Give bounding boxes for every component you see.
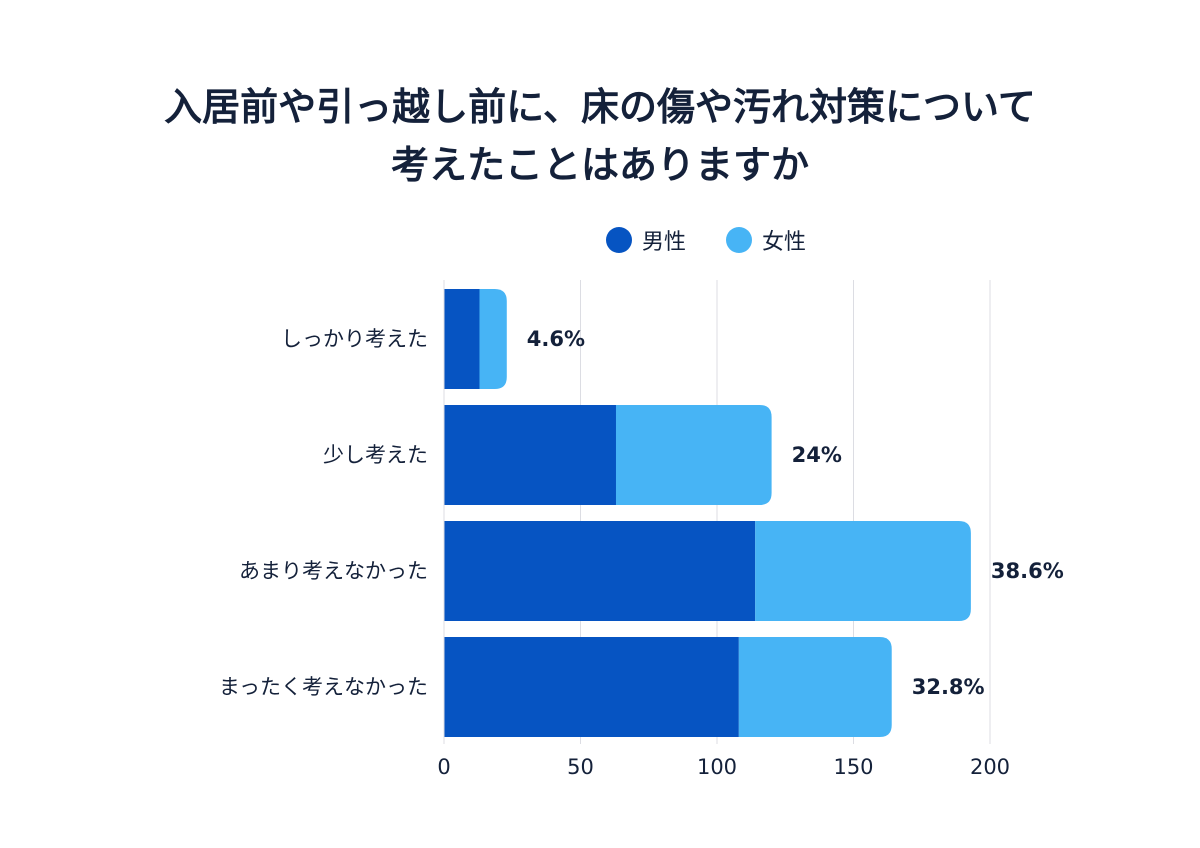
x-tick-label-50: 50 bbox=[567, 755, 594, 779]
x-tick-label-150: 150 bbox=[833, 755, 873, 779]
x-tick-label-100: 100 bbox=[697, 755, 737, 779]
bar-female-0 bbox=[479, 289, 507, 389]
data-label-3: 32.8% bbox=[912, 675, 985, 699]
chart-title-line1: 入居前や引っ越し前に、床の傷や汚れ対策について bbox=[164, 85, 1036, 129]
chart-title: 入居前や引っ越し前に、床の傷や汚れ対策について 考えたことはありますか bbox=[0, 78, 1200, 194]
legend-swatch-male bbox=[606, 227, 632, 253]
bar-female-2 bbox=[755, 521, 971, 621]
category-label-1: 少し考えた bbox=[323, 443, 428, 467]
data-label-2: 38.6% bbox=[991, 559, 1064, 583]
bar-male-2 bbox=[444, 521, 756, 621]
legend: 男性 女性 bbox=[606, 224, 806, 256]
bar-male-1 bbox=[444, 405, 616, 505]
category-label-2: あまり考えなかった bbox=[239, 559, 428, 583]
bar-male-0 bbox=[444, 289, 480, 389]
category-label-0: しっかり考えた bbox=[281, 327, 428, 351]
x-tick-label-200: 200 bbox=[970, 755, 1010, 779]
bar-female-1 bbox=[615, 405, 772, 505]
legend-label-female: 女性 bbox=[762, 230, 807, 255]
data-label-1: 24% bbox=[792, 443, 842, 467]
bar-female-3 bbox=[738, 637, 892, 737]
chart-title-line2: 考えたことはありますか bbox=[390, 143, 809, 187]
legend-label-male: 男性 bbox=[642, 230, 687, 255]
data-label-0: 4.6% bbox=[527, 327, 585, 351]
legend-item-female: 女性 bbox=[726, 224, 806, 256]
legend-item-male: 男性 bbox=[606, 224, 686, 256]
legend-swatch-female bbox=[726, 227, 753, 253]
bar-male-3 bbox=[444, 637, 739, 737]
x-tick-label-0: 0 bbox=[437, 755, 450, 779]
category-label-3: まったく考えなかった bbox=[219, 675, 428, 699]
